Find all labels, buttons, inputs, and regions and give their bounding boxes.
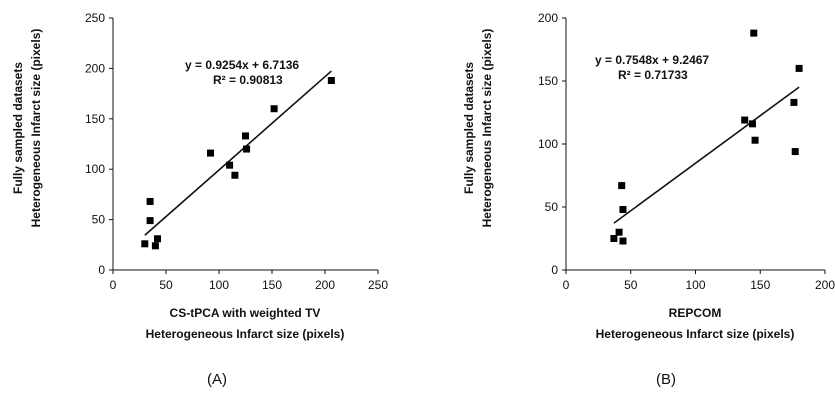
chart-a-xlabel-line2: Heterogeneous Infarct size (pixels): [146, 327, 345, 341]
chart-panel-a: 0 50 100 150 200 250 0 50 100 150 200 250 y = 0.92…: [11, 11, 388, 388]
chart-b-x-tick-label: 150: [750, 278, 770, 292]
chart-b-x-tick-label: 0: [563, 278, 570, 292]
chart-a-data-point: [270, 105, 278, 113]
chart-b-y-tick-label: 100: [538, 137, 558, 151]
chart-b-data-point: [619, 237, 627, 245]
chart-a-data-point: [242, 132, 249, 140]
chart-b-x-tick-label: 100: [685, 278, 705, 292]
chart-b-data-point: [610, 235, 618, 242]
chart-b-data-point: [741, 116, 749, 124]
chart-b-panel-label: (B): [656, 371, 676, 388]
chart-a-x-tick-label: 100: [209, 278, 229, 292]
chart-b-xlabel-line2: Heterogeneous Infarct size (pixels): [596, 327, 795, 341]
chart-b-data-point: [791, 148, 799, 156]
chart-b-trendline-group: [613, 86, 800, 224]
chart-b-data-point: [790, 98, 798, 106]
chart-a-data-point: [231, 171, 239, 179]
chart-b-points: [610, 29, 803, 245]
chart-a-y-tick-label: 150: [85, 112, 105, 126]
chart-b-y-tick-label: 150: [538, 74, 558, 88]
chart-panel-b: 0 50 100 150 200 0 50 100 150 200 y = 0.7548x + …: [462, 11, 835, 388]
chart-a-data-point: [226, 161, 234, 169]
chart-a-x-tick-label: 150: [262, 278, 282, 292]
chart-b-data-point: [795, 64, 803, 72]
chart-a-trendline-group: [144, 70, 332, 236]
chart-b-data-point: [618, 182, 626, 190]
chart-a-points: [141, 76, 335, 250]
chart-b-ylabel-line1: Fully sampled datasets: [462, 62, 476, 194]
chart-a-data-point: [146, 217, 154, 225]
chart-b-data-point: [619, 206, 627, 214]
chart-a-y-tick-label: 50: [92, 213, 106, 227]
chart-b-data-point: [751, 136, 759, 144]
chart-b-y-tick-label: 50: [545, 200, 559, 214]
chart-a-y-tick-label: 100: [85, 162, 105, 176]
chart-a-data-point: [146, 197, 154, 205]
chart-a-x-tick-label: 200: [315, 278, 335, 292]
chart-b-data-point: [615, 228, 623, 236]
chart-a-x-ticks: 0 50 100 150 200 250: [110, 270, 388, 292]
chart-a-x-tick-label: 0: [110, 278, 117, 292]
chart-b-data-point: [750, 29, 758, 37]
chart-a-data-point: [207, 149, 215, 157]
chart-a-ylabel-line1: Fully sampled datasets: [11, 62, 25, 194]
chart-a-data-point: [243, 145, 251, 153]
chart-a-data-point: [141, 240, 149, 248]
chart-a-trendline: [144, 70, 332, 236]
chart-b-trendline: [613, 86, 800, 224]
chart-b-ylabel-line2: Heterogeneous Infarct size (pixels): [480, 29, 494, 228]
chart-a-y-ticks: 0 50 100 150 200 250: [85, 11, 113, 277]
chart-b-y-tick-label: 200: [538, 11, 558, 25]
chart-a-ylabel-line2: Heterogeneous Infarct size (pixels): [29, 29, 43, 228]
chart-a-y-tick-label: 250: [85, 11, 105, 25]
chart-b-y-tick-label: 0: [551, 263, 558, 277]
chart-a-xlabel-line1: CS-tPCA with weighted TV: [170, 306, 321, 320]
chart-a-data-point: [151, 242, 159, 250]
chart-a-axes: [112, 18, 378, 271]
chart-a-y-tick-label: 0: [98, 263, 105, 277]
chart-b-r-squared: R² = 0.71733: [618, 68, 688, 82]
chart-b-x-tick-label: 200: [815, 278, 835, 292]
chart-b-x-tick-label: 50: [624, 278, 638, 292]
chart-a-data-point: [154, 235, 162, 243]
chart-a-y-tick-label: 200: [85, 61, 105, 75]
chart-a-equation: y = 0.9254x + 6.7136: [185, 58, 299, 72]
chart-b-data-point: [748, 120, 756, 128]
chart-a-x-tick-label: 250: [368, 278, 388, 292]
chart-b-equation: y = 0.7548x + 9.2467: [595, 53, 709, 67]
chart-a-panel-label: (A): [207, 371, 227, 388]
chart-a-r-squared: R² = 0.90813: [213, 73, 283, 87]
chart-b-y-ticks: 0 50 100 150 200: [538, 11, 566, 277]
chart-a-x-tick-label: 50: [159, 278, 173, 292]
chart-b-xlabel-line1: REPCOM: [669, 306, 722, 320]
chart-a-data-point: [327, 76, 335, 84]
chart-b-x-ticks: 0 50 100 150 200: [563, 270, 835, 292]
